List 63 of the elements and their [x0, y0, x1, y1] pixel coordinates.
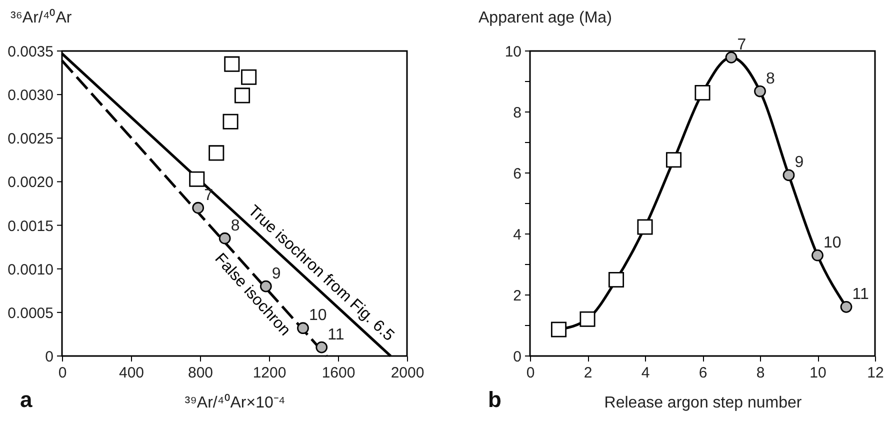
point	[637, 219, 653, 235]
annotation: 8	[230, 217, 240, 234]
x-tick-label: 0	[526, 364, 535, 382]
y-tick-label: 6	[513, 166, 522, 182]
x-tick-label: 2000	[390, 364, 424, 382]
point	[840, 300, 852, 313]
y-tick-label: 0.0005	[8, 304, 54, 322]
point	[222, 114, 238, 130]
point	[189, 171, 205, 187]
y-tick-label: 0	[45, 348, 54, 366]
y-tick-label: 0	[513, 348, 522, 366]
x-tick-label: 10	[810, 364, 826, 382]
x-tick-label: 1600	[322, 364, 356, 382]
x-tick-label: 1200	[252, 364, 286, 382]
point	[234, 88, 250, 104]
x-tick-label: 8	[756, 364, 765, 382]
text: b	[488, 387, 502, 412]
y-axis-title: Apparent age (Ma)	[478, 10, 612, 26]
point	[208, 145, 224, 161]
y-tick-label: 10	[504, 44, 522, 60]
x-tick-label: 12	[867, 364, 884, 382]
point	[754, 85, 766, 98]
point	[316, 341, 328, 354]
point	[694, 85, 710, 101]
point	[224, 56, 240, 72]
annotation: 11	[852, 286, 869, 303]
y-tick-label: 0.0015	[8, 218, 54, 235]
y-tick-label: 0.0020	[8, 174, 54, 192]
x-tick-label: 0	[58, 364, 67, 382]
annotation: 8	[766, 70, 775, 88]
annotation: 7	[204, 186, 214, 204]
y-tick-label: 0.0035	[8, 44, 54, 60]
y-tick-label: 0.0030	[8, 87, 54, 104]
y-tick-label: 0.0025	[8, 130, 54, 148]
x-tick-label: 2	[584, 364, 592, 382]
annotation: 10	[308, 307, 327, 324]
y-tick-label: 2	[513, 288, 522, 304]
x-tick-label: 800	[188, 364, 214, 382]
x-axis-title: Release argon step number	[604, 394, 802, 412]
y-tick-label: 4	[513, 226, 522, 244]
x-tick-label: 6	[698, 364, 708, 382]
point	[580, 311, 596, 327]
point	[608, 272, 624, 288]
text: a	[20, 387, 33, 412]
annotation: 10	[824, 234, 842, 252]
y-axis-title: ³⁶Ar/⁴⁰Ar	[10, 8, 72, 26]
point	[297, 322, 309, 334]
annotation: 9	[794, 154, 804, 172]
point	[666, 152, 682, 168]
annotation: 7	[737, 36, 746, 54]
point	[192, 202, 204, 214]
point	[550, 322, 567, 338]
point	[782, 169, 795, 182]
point	[241, 69, 257, 85]
point	[725, 51, 738, 64]
y-tick-label: 8	[513, 104, 522, 122]
x-tick-label: 4	[641, 364, 650, 382]
annotation: 11	[328, 326, 344, 344]
x-axis-title: ³⁹Ar/⁴⁰Ar×10⁻⁴	[184, 394, 286, 412]
point	[812, 249, 824, 262]
point	[218, 232, 231, 244]
y-tick-label: 0.0010	[8, 261, 54, 278]
x-tick-label: 400	[118, 364, 144, 382]
